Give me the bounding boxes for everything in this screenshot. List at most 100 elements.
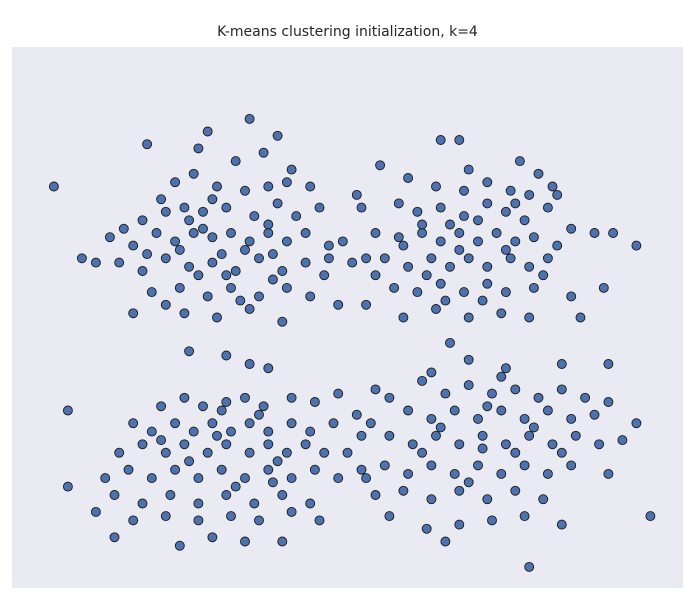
scatter-point xyxy=(319,447,330,458)
scatter-point xyxy=(435,202,446,213)
scatter-point xyxy=(207,232,218,243)
scatter-point xyxy=(254,291,264,302)
scatter-point xyxy=(421,270,432,281)
scatter-point xyxy=(463,312,474,323)
scatter-point xyxy=(482,177,493,188)
scatter-point xyxy=(589,228,600,238)
scatter-point xyxy=(426,460,437,471)
scatter-point xyxy=(202,291,213,302)
scatter-point xyxy=(160,447,171,458)
scatter-point xyxy=(431,181,441,192)
scatter-point xyxy=(398,240,409,251)
scatter-point xyxy=(118,223,129,234)
scatter-point xyxy=(277,266,288,276)
scatter-point xyxy=(333,299,344,310)
scatter-point xyxy=(244,418,255,429)
scatter-point xyxy=(440,536,451,547)
scatter-point xyxy=(403,173,414,183)
scatter-point xyxy=(566,460,577,471)
scatter-point xyxy=(244,359,255,369)
scatter-point xyxy=(207,418,218,429)
scatter-point xyxy=(109,490,120,500)
scatter-point xyxy=(244,304,255,314)
scatter-point xyxy=(188,228,199,238)
scatter-point xyxy=(221,202,232,213)
scatter-point xyxy=(202,447,213,458)
scatter-point xyxy=(351,409,362,420)
scatter-point xyxy=(417,219,428,230)
scatter-point xyxy=(473,460,483,471)
scatter-point xyxy=(188,426,199,437)
scatter-point xyxy=(542,253,553,264)
scatter-point xyxy=(258,147,269,158)
scatter-point xyxy=(263,219,274,230)
scatter-point xyxy=(281,447,292,458)
scatter-point xyxy=(566,291,577,302)
scatter-point xyxy=(146,287,157,298)
scatter-point xyxy=(547,181,558,192)
scatter-point xyxy=(160,299,171,310)
scatter-point xyxy=(384,430,395,441)
scatter-point xyxy=(445,261,455,272)
scatter-point xyxy=(510,384,521,395)
scatter-point xyxy=(384,511,395,522)
scatter-point xyxy=(519,511,530,522)
scatter-point xyxy=(356,202,367,213)
scatter-point xyxy=(300,228,311,238)
scatter-point xyxy=(435,422,446,433)
scatter-point xyxy=(314,515,325,526)
scatter-point xyxy=(505,185,516,196)
scatter-point xyxy=(487,388,497,399)
scatter-point xyxy=(417,447,428,458)
scatter-point xyxy=(361,299,372,310)
scatter-point xyxy=(184,261,195,272)
scatter-point xyxy=(240,392,250,403)
scatter-point xyxy=(426,494,437,505)
scatter-point xyxy=(300,439,311,450)
scatter-point xyxy=(491,228,502,238)
scatter-point xyxy=(128,418,139,429)
scatter-point xyxy=(356,464,367,475)
scatter-point xyxy=(142,139,153,150)
scatter-point xyxy=(473,236,483,247)
scatter-point xyxy=(263,228,274,238)
scatter-point xyxy=(463,164,474,175)
scatter-point xyxy=(393,198,404,209)
scatter-point xyxy=(514,156,525,167)
scatter-point xyxy=(631,418,642,429)
scatter-point xyxy=(528,232,539,243)
scatter-point xyxy=(263,464,274,475)
scatter-point xyxy=(305,291,316,302)
scatter-point xyxy=(603,359,614,369)
scatter-point xyxy=(128,240,139,251)
scatter-point xyxy=(170,177,181,188)
scatter-point xyxy=(449,405,460,416)
scatter-point xyxy=(487,515,497,526)
scatter-point xyxy=(370,228,381,238)
scatter-point xyxy=(226,282,236,293)
scatter-point xyxy=(519,215,530,226)
scatter-point xyxy=(240,185,250,196)
scatter-point xyxy=(389,282,400,293)
scatter-point xyxy=(212,430,222,441)
scatter-point xyxy=(104,232,115,243)
scatter-point xyxy=(254,409,264,420)
scatter-point xyxy=(221,439,232,450)
scatter-point xyxy=(477,295,488,306)
scatter-point xyxy=(235,295,246,306)
scatter-point xyxy=(170,418,181,429)
scatter-point xyxy=(598,282,609,293)
scatter-point xyxy=(286,392,297,403)
scatter-point xyxy=(473,215,483,226)
scatter-point xyxy=(174,540,185,551)
scatter-point xyxy=(426,367,437,378)
scatter-point xyxy=(244,236,255,247)
scatter-point xyxy=(323,240,334,251)
scatter-point xyxy=(216,249,227,260)
scatter-point xyxy=(631,240,642,251)
scatter-point xyxy=(435,236,446,247)
scatter-point xyxy=(524,561,535,572)
scatter-point xyxy=(454,439,465,450)
scatter-point xyxy=(146,426,157,437)
